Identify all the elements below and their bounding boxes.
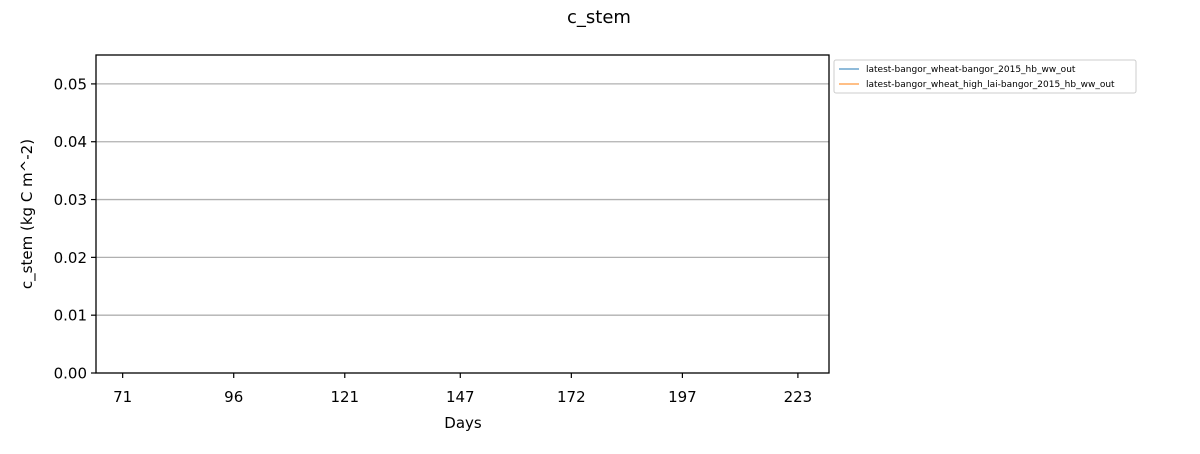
legend-label: latest-bangor_wheat_high_lai-bangor_2015… bbox=[866, 80, 1115, 90]
x-tick-label: 147 bbox=[446, 388, 475, 406]
x-tick-label: 71 bbox=[113, 388, 132, 406]
x-tick-label: 172 bbox=[557, 388, 586, 406]
y-tick-label: 0.05 bbox=[54, 75, 87, 93]
legend-label: latest-bangor_wheat-bangor_2015_hb_ww_ou… bbox=[866, 65, 1076, 75]
grid-layer bbox=[96, 83, 829, 316]
x-tick-label: 96 bbox=[224, 388, 243, 406]
legend-box bbox=[833, 59, 1137, 94]
y-tick-label: 0.00 bbox=[54, 365, 87, 383]
y-axis-label: c_stem (kg C m^-2) bbox=[18, 139, 37, 289]
y-tick-label: 0.03 bbox=[54, 191, 87, 209]
plot-frame bbox=[95, 54, 830, 374]
legend-entries: latest-bangor_wheat-bangor_2015_hb_ww_ou… bbox=[839, 65, 1115, 90]
x-tick-label: 121 bbox=[330, 388, 359, 406]
x-tick-label: 223 bbox=[784, 388, 813, 406]
y-ticks-layer: 0.00 0.01 0.02 0.03 0.04 0.05 bbox=[54, 75, 96, 383]
y-tick-label: 0.02 bbox=[54, 249, 87, 267]
x-ticks-layer: 71 96 121 147 172 197 223 bbox=[113, 373, 812, 406]
y-tick-label: 0.04 bbox=[54, 133, 87, 151]
chart-title: c_stem bbox=[567, 7, 631, 28]
x-axis-label: Days bbox=[444, 414, 482, 432]
y-tick-label: 0.01 bbox=[54, 307, 87, 325]
x-tick-label: 197 bbox=[668, 388, 697, 406]
legend: latest-bangor_wheat-bangor_2015_hb_ww_ou… bbox=[833, 59, 1137, 94]
